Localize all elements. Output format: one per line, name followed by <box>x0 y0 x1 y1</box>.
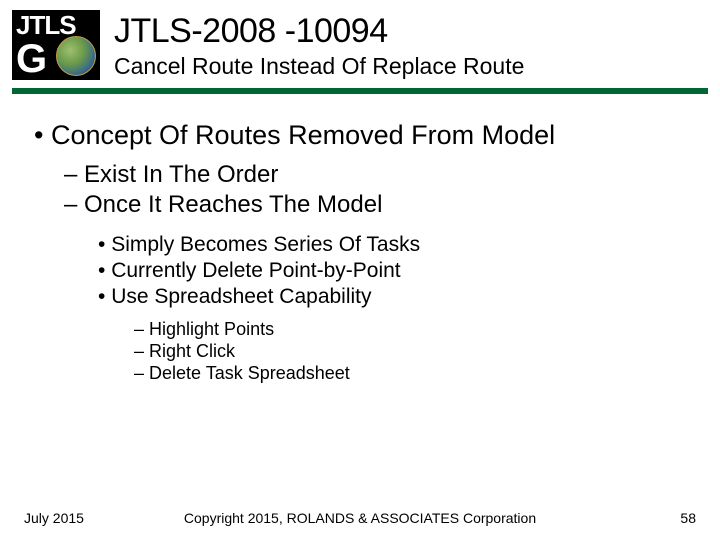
bullet-level-2: Once It Reaches The Model <box>34 191 710 219</box>
level-4-group: Highlight Points Right Click Delete Task… <box>34 319 710 384</box>
slide-title: JTLS-2008 -10094 <box>114 12 524 51</box>
slide-subtitle: Cancel Route Instead Of Replace Route <box>114 53 524 80</box>
slide-header: JTLS G JTLS-2008 -10094 Cancel Route Ins… <box>0 0 720 80</box>
logo-text-bottom: G <box>16 37 47 82</box>
bullet-level-2: Exist In The Order <box>34 161 710 189</box>
bullet-level-4: Delete Task Spreadsheet <box>34 363 710 384</box>
footer-date: July 2015 <box>24 510 84 526</box>
jtls-logo: JTLS G <box>12 10 100 80</box>
slide-footer: July 2015 Copyright 2015, ROLANDS & ASSO… <box>0 510 720 526</box>
bullet-level-4: Right Click <box>34 341 710 362</box>
footer-copyright: Copyright 2015, ROLANDS & ASSOCIATES Cor… <box>184 510 536 526</box>
level-3-group: Simply Becomes Series Of Tasks Currently… <box>34 233 710 309</box>
bullet-level-3: Currently Delete Point-by-Point <box>34 259 710 283</box>
bullet-level-4: Highlight Points <box>34 319 710 340</box>
slide-body: Concept Of Routes Removed From Model Exi… <box>0 94 720 384</box>
bullet-level-3: Use Spreadsheet Capability <box>34 285 710 309</box>
bullet-level-3: Simply Becomes Series Of Tasks <box>34 233 710 257</box>
title-block: JTLS-2008 -10094 Cancel Route Instead Of… <box>114 10 524 80</box>
globe-icon <box>56 36 96 76</box>
bullet-level-1: Concept Of Routes Removed From Model <box>34 120 710 151</box>
slide-number: 58 <box>680 510 696 526</box>
